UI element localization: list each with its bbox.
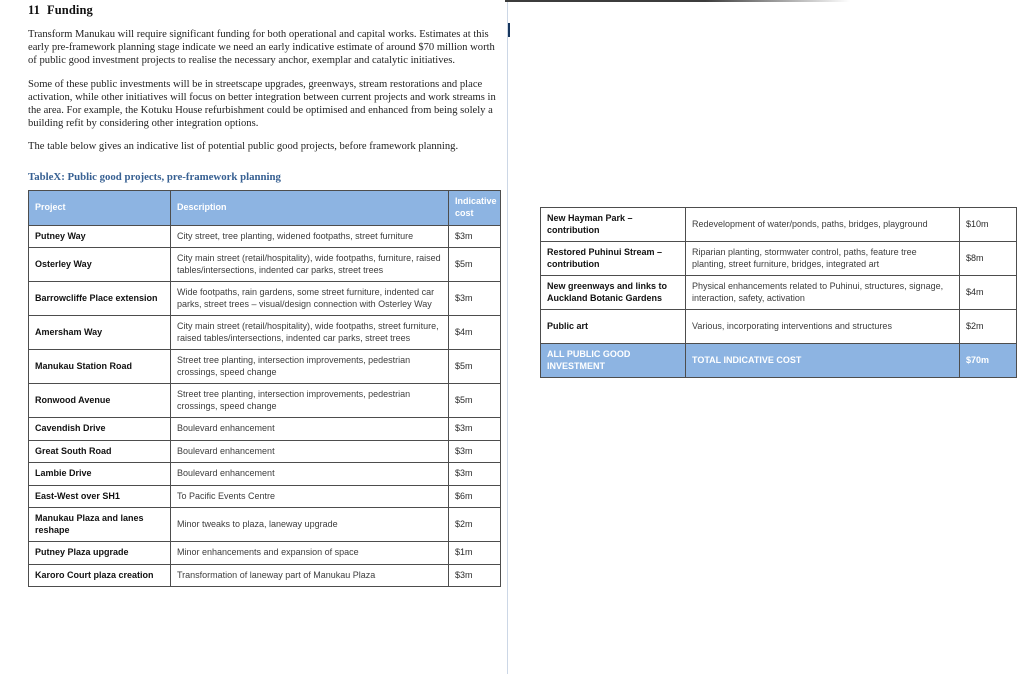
cell-cost: $10m	[959, 207, 1017, 242]
section-title: Funding	[47, 3, 93, 17]
cell-cost: $5m	[448, 349, 501, 385]
cell-cost: $6m	[448, 484, 501, 509]
cell-description: Minor tweaks to plaza, laneway upgrade	[170, 507, 449, 543]
cell-cost: $4m	[448, 315, 501, 351]
page-divider	[507, 2, 508, 674]
cell-description: Boulevard enhancement	[170, 439, 449, 464]
column-header-project: Project	[28, 189, 171, 226]
cell-project: Restored Puhinui Stream – contribution	[540, 241, 686, 276]
cell-description: Redevelopment of water/ponds, paths, bri…	[685, 207, 960, 242]
cell-project: Public art	[540, 309, 686, 344]
table-total-row: ALL PUBLIC GOOD INVESTMENT TOTAL INDICATI…	[540, 343, 1017, 378]
cell-cost: $3m	[448, 439, 501, 464]
cell-project: Karoro Court plaza creation	[28, 563, 171, 588]
cell-description: Boulevard enhancement	[170, 462, 449, 486]
cell-project: Barrowcliffe Place extension	[28, 281, 171, 317]
cell-description: Street tree planting, intersection impro…	[170, 383, 449, 419]
cell-description: Minor enhancements and expansion of spac…	[170, 541, 449, 565]
cell-description: Wide footpaths, rain gardens, some stree…	[170, 281, 449, 317]
public-good-projects-table-right: New Hayman Park – contribution Redevelopm…	[540, 207, 1017, 378]
cell-description: City main street (retail/hospitality), w…	[170, 315, 449, 351]
table-row: Cavendish Drive Boulevard enhancement $3m	[28, 417, 501, 441]
table-caption: TableX: Public good projects, pre-framew…	[28, 170, 281, 183]
cell-cost: $3m	[448, 563, 501, 588]
table-row: Public art Various, incorporating interve…	[540, 309, 1017, 344]
table-row: Great South Road Boulevard enhancement $3m	[28, 439, 501, 464]
cell-project: Osterley Way	[28, 247, 171, 283]
cell-description: Street tree planting, intersection impro…	[170, 349, 449, 385]
cell-description: Riparian planting, stormwater control, p…	[685, 241, 960, 276]
table-row: New greenways and links to Auckland Bota…	[540, 275, 1017, 310]
cell-cost: $1m	[448, 541, 501, 565]
cell-description: City street, tree planting, widened foot…	[170, 224, 449, 249]
cell-project: East-West over SH1	[28, 484, 171, 509]
table-row: Lambie Drive Boulevard enhancement $3m	[28, 462, 501, 486]
cell-project: New greenways and links to Auckland Bota…	[540, 275, 686, 310]
table-row: East-West over SH1 To Pacific Events Cent…	[28, 484, 501, 509]
cell-project: Lambie Drive	[28, 462, 171, 486]
table-header-row: Project Description Indicative cost	[28, 189, 501, 226]
cell-description: To Pacific Events Centre	[170, 484, 449, 509]
table-row: Amersham Way City main street (retail/hos…	[28, 315, 501, 351]
column-header-description: Description	[170, 189, 449, 226]
cell-project: ALL PUBLIC GOOD INVESTMENT	[540, 343, 686, 378]
cell-project: Manukau Station Road	[28, 349, 171, 385]
table-row: Putney Way City street, tree planting, wi…	[28, 224, 501, 249]
body-paragraph: The table below gives an indicative list…	[28, 141, 459, 153]
table-row: Barrowcliffe Place extension Wide footpat…	[28, 281, 501, 317]
cell-description: Boulevard enhancement	[170, 417, 449, 441]
table-row: Osterley Way City main street (retail/hos…	[28, 247, 501, 283]
cell-cost: $3m	[448, 224, 501, 249]
table-row: Manukau Station Road Street tree planting…	[28, 349, 501, 385]
public-good-projects-table-left: Project Description Indicative cost Putn…	[28, 189, 501, 588]
cell-project: Amersham Way	[28, 315, 171, 351]
column-header-indicative-cost: Indicative cost	[448, 189, 501, 226]
cell-project: Putney Plaza upgrade	[28, 541, 171, 565]
cell-description: Transformation of laneway part of Manuka…	[170, 563, 449, 588]
section-number: 11	[28, 3, 41, 17]
cell-project: Cavendish Drive	[28, 417, 171, 441]
cell-cost: $5m	[448, 247, 501, 283]
table-row: New Hayman Park – contribution Redevelopm…	[540, 207, 1017, 242]
cell-cost: $70m	[959, 343, 1017, 378]
cell-cost: $3m	[448, 281, 501, 317]
cell-description: TOTAL INDICATIVE COST	[685, 343, 960, 378]
cell-cost: $5m	[448, 383, 501, 419]
cell-cost: $3m	[448, 417, 501, 441]
cell-cost: $2m	[959, 309, 1017, 344]
cell-description: City main street (retail/hospitality), w…	[170, 247, 449, 283]
cell-cost: $2m	[448, 507, 501, 543]
table-row: Karoro Court plaza creation Transformatio…	[28, 563, 501, 588]
table-row: Ronwood Avenue Street tree planting, inte…	[28, 383, 501, 419]
table-row: Putney Plaza upgrade Minor enhancements a…	[28, 541, 501, 565]
cell-project: Ronwood Avenue	[28, 383, 171, 419]
cell-project: Manukau Plaza and lanes reshape	[28, 507, 171, 543]
section-heading: 11 Funding	[28, 3, 506, 18]
table-row: Restored Puhinui Stream – contribution Ri…	[540, 241, 1017, 276]
cell-description: Physical enhancements related to Puhinui…	[685, 275, 960, 310]
cell-cost: $4m	[959, 275, 1017, 310]
left-page-column: 11 Funding Transform Manukau will require…	[28, 0, 506, 588]
page-edge-line	[505, 0, 850, 2]
table-row: Manukau Plaza and lanes reshape Minor twe…	[28, 507, 501, 543]
cell-project: Great South Road	[28, 439, 171, 464]
body-paragraph: Some of these public investments will be…	[28, 78, 496, 130]
body-paragraph: Transform Manukau will require significa…	[28, 29, 495, 67]
cell-cost: $8m	[959, 241, 1017, 276]
cell-cost: $3m	[448, 462, 501, 486]
text-cursor	[508, 23, 510, 37]
cell-description: Various, incorporating interventions and…	[685, 309, 960, 344]
cell-project: Putney Way	[28, 224, 171, 249]
cell-project: New Hayman Park – contribution	[540, 207, 686, 242]
